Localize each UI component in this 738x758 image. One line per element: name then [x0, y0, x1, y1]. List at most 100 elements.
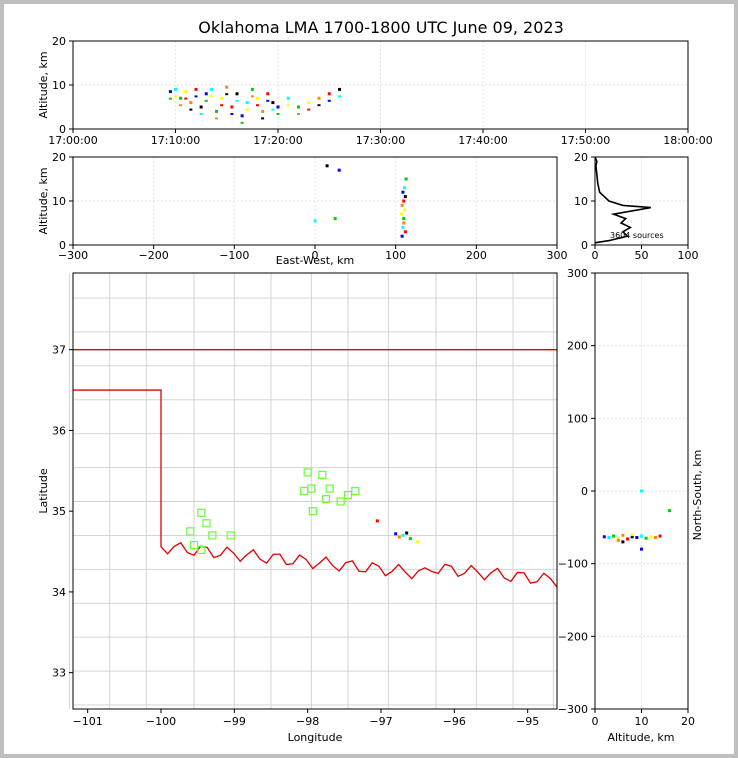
lightning-source	[649, 535, 653, 539]
lightning-source	[276, 105, 280, 109]
altitude-tick-label: 0	[59, 123, 66, 136]
longitude-tick-label: −98	[296, 715, 319, 728]
histogram-tick-label: 0	[592, 249, 599, 262]
histogram-tick-label: 20	[574, 151, 588, 164]
north-south-sources	[602, 489, 671, 551]
lightning-source	[621, 533, 625, 537]
lightning-source	[250, 95, 254, 98]
histogram-panel: 0 50 100 0 10 20 3604 sources	[574, 151, 699, 262]
lightning-source	[337, 168, 341, 172]
time-altitude-yticks: 0 10 20	[52, 35, 73, 136]
lightning-source	[215, 109, 218, 113]
altitude-tick-label: 10	[52, 79, 66, 92]
lma-station-marker	[189, 540, 199, 550]
latitude-ticks: 33 34 35 36 37	[52, 344, 73, 680]
lightning-source	[240, 121, 244, 124]
lightning-source	[220, 104, 224, 107]
lightning-source	[616, 536, 620, 540]
lma-station-marker	[202, 519, 211, 528]
lightning-source	[261, 117, 265, 120]
lightning-source	[235, 92, 239, 96]
lightning-source	[230, 113, 234, 115]
east-west-xticks: −300 −200 −100 0 100 200 300	[58, 245, 568, 262]
histogram-tick-label: 50	[635, 249, 649, 262]
lightning-source	[271, 101, 275, 105]
lightning-source	[658, 534, 662, 538]
east-west-grid	[72, 156, 558, 246]
lightning-source	[307, 108, 311, 111]
north-south-tick-label: −300	[558, 703, 588, 716]
lightning-source	[184, 90, 188, 94]
lightning-source	[297, 113, 300, 115]
latitude-tick-label: 35	[52, 505, 66, 518]
lma-stations	[186, 468, 360, 555]
lightning-source	[640, 534, 643, 538]
lightning-source	[375, 519, 379, 523]
lma-station-marker	[226, 531, 235, 540]
lightning-source	[401, 190, 405, 194]
lightning-source	[199, 113, 203, 115]
lightning-source	[225, 93, 229, 96]
time-altitude-panel: 17:00:00 17:10:00 17:20:00 17:30:00 17:40:00…	[37, 35, 713, 147]
north-south-tick-label: 300	[567, 267, 588, 280]
histogram-profile-line	[594, 156, 651, 244]
histogram-tick-label: 0	[581, 239, 588, 252]
histogram-tick-label: 100	[678, 249, 699, 262]
lma-station-marker	[325, 484, 334, 493]
altitude-tick-label: 20	[681, 715, 695, 728]
lightning-source	[245, 101, 249, 105]
lightning-source	[402, 221, 406, 225]
lightning-source	[317, 104, 321, 107]
lightning-source	[612, 534, 616, 538]
east-west-yticks: 0 10 20	[52, 151, 73, 252]
lightning-source	[179, 96, 183, 100]
lightning-source	[325, 164, 329, 168]
east-west-tick-label: −200	[139, 249, 169, 262]
lightning-source	[204, 99, 208, 102]
lightning-source	[338, 95, 341, 98]
lightning-source	[667, 509, 671, 513]
lightning-source	[194, 87, 198, 91]
lma-station-marker	[299, 486, 309, 496]
north-south-tick-label: 100	[567, 412, 588, 425]
lightning-source	[630, 533, 634, 537]
longitude-tick-label: −95	[516, 715, 539, 728]
lightning-source	[626, 537, 630, 541]
lightning-source	[408, 537, 412, 541]
lightning-source	[416, 540, 420, 544]
lma-station-marker	[197, 508, 206, 517]
altitude-tick-label: 20	[52, 151, 66, 164]
time-tick-label: 17:10:00	[151, 134, 200, 147]
east-west-xlabel: East-West, km	[276, 254, 354, 267]
lightning-source	[179, 104, 183, 107]
lightning-source	[403, 186, 407, 190]
plan-view-sources	[375, 519, 420, 544]
plan-view-axes	[72, 272, 558, 710]
longitude-tick-label: −99	[223, 715, 246, 728]
lightning-source	[394, 532, 398, 536]
lma-station-marker	[186, 527, 195, 536]
north-south-tick-label: 0	[581, 485, 588, 498]
north-south-panel: 0 10 20 −300 −200 −100 0 100 200 300 Altitude, k…	[558, 267, 704, 744]
latitude-tick-label: 34	[52, 586, 66, 599]
lightning-source	[602, 535, 606, 539]
lightning-source	[271, 108, 275, 111]
lightning-source	[635, 536, 639, 540]
east-west-tick-label: 200	[466, 249, 487, 262]
lightning-source	[400, 203, 404, 207]
lma-station-marker	[343, 490, 353, 500]
lightning-source	[640, 547, 643, 551]
lightning-source	[204, 92, 208, 96]
longitude-tick-label: −97	[369, 715, 392, 728]
lightning-source	[266, 99, 270, 102]
lightning-source	[266, 92, 270, 96]
lightning-source	[640, 489, 643, 493]
lightning-source	[327, 92, 331, 96]
time-tick-label: 17:50:00	[561, 134, 610, 147]
longitude-ticks: −101 −100 −99 −98 −97 −96 −95	[73, 709, 539, 728]
figure-title: Oklahoma LMA 1700-1800 UTC June 09, 2023	[198, 18, 564, 37]
lightning-source	[401, 533, 405, 537]
time-tick-label: 17:30:00	[356, 134, 405, 147]
lightning-source	[403, 195, 407, 199]
